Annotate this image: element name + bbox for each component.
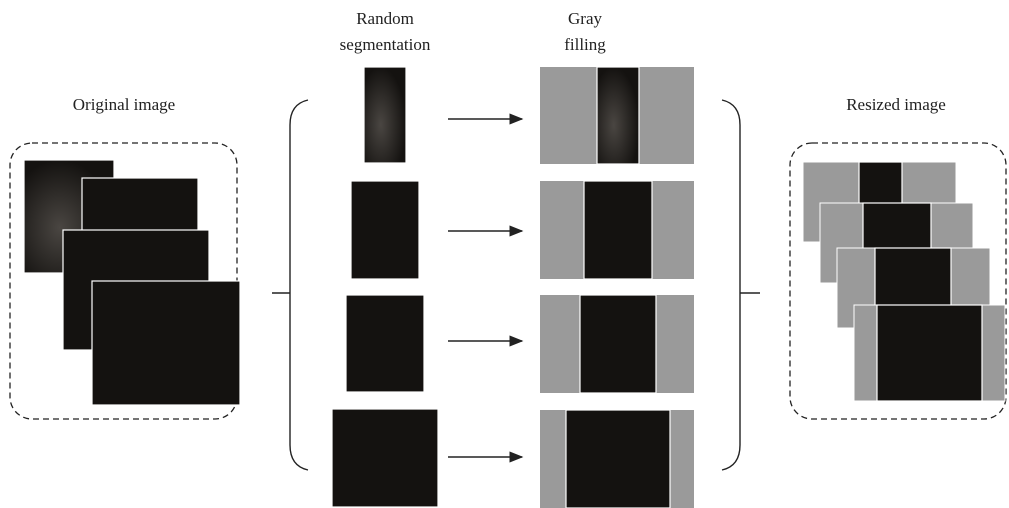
label-filling: Gray <box>568 9 602 28</box>
label-original: Original image <box>73 95 175 114</box>
arrows <box>448 119 522 457</box>
right-brace <box>722 100 760 470</box>
segmented-images <box>332 67 438 507</box>
resized-images <box>790 143 1006 419</box>
original-images <box>10 143 240 419</box>
left-brace <box>272 100 308 470</box>
label-filling: filling <box>564 35 606 54</box>
gray-filled-images <box>540 67 694 508</box>
label-segmentation: segmentation <box>340 35 431 54</box>
label-segmentation: Random <box>356 9 414 28</box>
label-resized: Resized image <box>846 95 946 114</box>
diagram: Original image Random segmentation Gray … <box>0 0 1009 508</box>
